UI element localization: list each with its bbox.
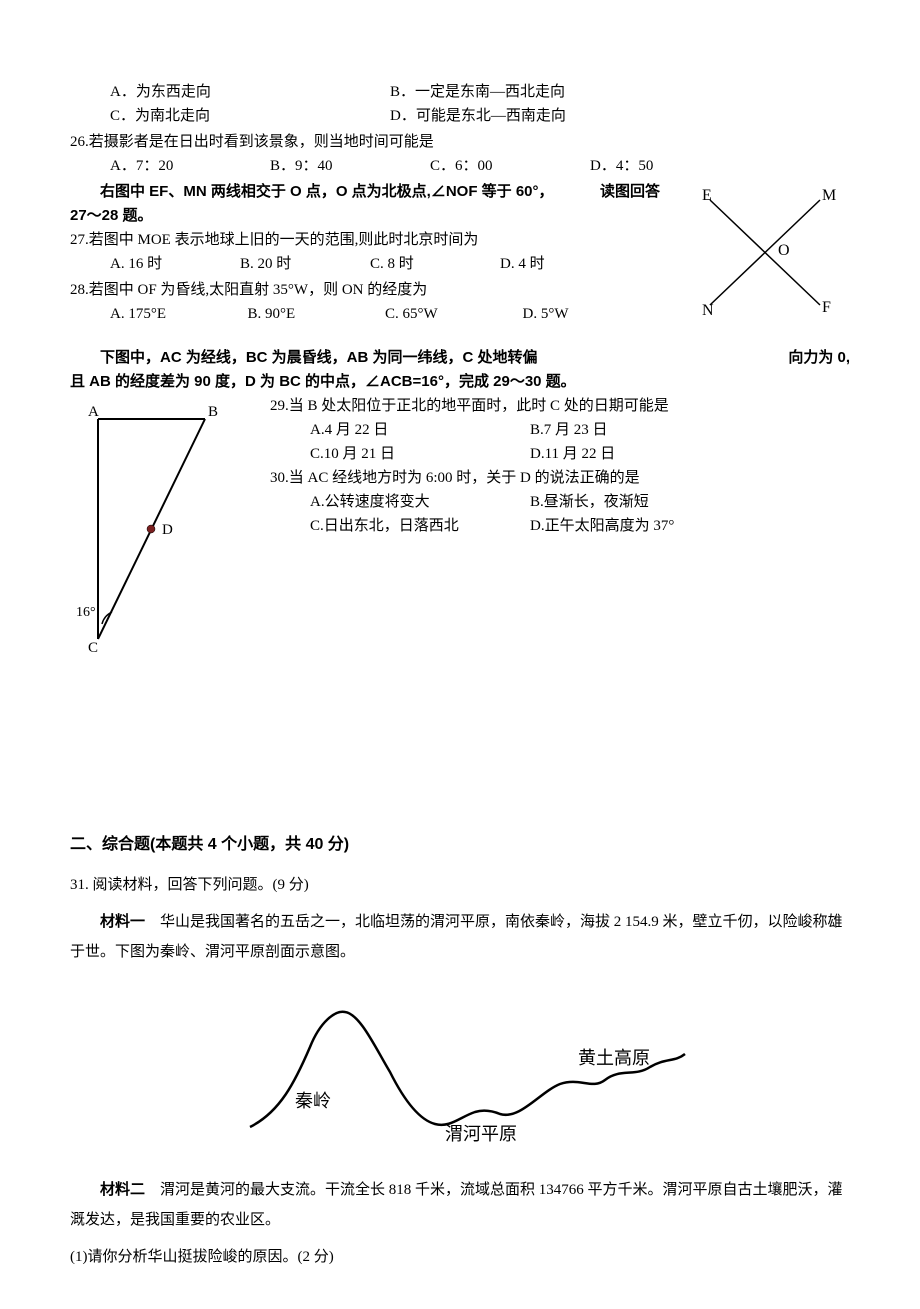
label-a: A [88, 404, 99, 420]
option-row: C．为南北走向 D．可能是东北—西南走向 [70, 104, 850, 128]
diagram-profile: 秦岭 渭河平原 黄土高原 [70, 992, 850, 1150]
option-d: D．4：50 [590, 154, 750, 178]
intro-29-30: 下图中，AC 为经线，BC 为晨昏线，AB 为同一纬线，C 处地转偏 向力为 0… [70, 346, 850, 370]
material-1-text: 华山是我国著名的五岳之一，北临坦荡的渭河平原，南依秦岭，海拔 2 154.9 米… [70, 914, 843, 960]
label-b: B [208, 404, 218, 420]
option-c: C. 8 时 [370, 252, 500, 276]
option-row: A. 16 时 B. 20 时 C. 8 时 D. 4 时 [70, 252, 660, 276]
option-d: D. 4 时 [500, 252, 630, 276]
question-29-stem: 29.当 B 处太阳位于正北的地平面时，此时 C 处的日期可能是 [270, 394, 850, 418]
question-31-sub1: (1)请你分析华山挺拔险峻的原因。(2 分) [70, 1245, 850, 1269]
label-c: C [88, 640, 98, 656]
option-c: C.10 月 21 日 [310, 442, 530, 466]
question-26: 26.若摄影者是在日出时看到该景象，则当地时间可能是 A．7：20 B．9：40… [70, 130, 850, 178]
option-a: A. 16 时 [110, 252, 240, 276]
option-a: A.公转速度将变大 [310, 490, 530, 514]
label-f: F [822, 299, 831, 316]
label-d: D [162, 522, 173, 538]
material-2-label: 材料二 [100, 1181, 145, 1198]
option-d: D．可能是东北—西南走向 [390, 104, 670, 128]
question-29-30-block: 29.当 B 处太阳位于正北的地平面时，此时 C 处的日期可能是 A.4 月 2… [270, 394, 850, 538]
option-c: C．为南北走向 [110, 104, 390, 128]
option-a: A.4 月 22 日 [310, 418, 530, 442]
option-b: B. 20 时 [240, 252, 370, 276]
question-31-stem: 31. 阅读材料，回答下列问题。(9 分) [70, 873, 850, 897]
option-b: B. 90°E [248, 302, 386, 326]
option-row: A.公转速度将变大 B.昼渐长，夜渐短 [270, 490, 850, 514]
option-row: A．7：20 B．9：40 C．6：00 D．4：50 [70, 154, 850, 178]
label-e: E [702, 187, 712, 204]
option-row: A．为东西走向 B．一定是东南—西北走向 [70, 80, 850, 104]
question-stem: 26.若摄影者是在日出时看到该景象，则当地时间可能是 [70, 130, 850, 154]
material-2-text: 渭河是黄河的最大支流。干流全长 818 千米，流域总面积 134766 平方千米… [70, 1182, 843, 1228]
label-m: M [822, 187, 836, 204]
option-b: B.昼渐长，夜渐短 [530, 490, 750, 514]
material-1-label: 材料一 [100, 913, 145, 930]
option-d: D.正午太阳高度为 37° [530, 514, 750, 538]
label-huangtu: 黄土高原 [578, 1048, 650, 1068]
label-weihe: 渭河平原 [445, 1124, 517, 1142]
option-c: C.日出东北，日落西北 [310, 514, 530, 538]
option-b: B．9：40 [270, 154, 430, 178]
option-b: B.7 月 23 日 [530, 418, 750, 442]
intro-pre: 右图中 EF、MN 两线相交于 O 点，O 点为北极点,∠NOF 等于 60°， [100, 183, 554, 200]
intro-line1-pre: 下图中，AC 为经线，BC 为晨昏线，AB 为同一纬线，C 处地转偏 [100, 349, 538, 366]
diagram-triangle: A B C D 16° [70, 394, 240, 672]
option-d: D. 5°W [523, 302, 661, 326]
label-o: O [778, 242, 790, 259]
question-25-options: A．为东西走向 B．一定是东南—西北走向 C．为南北走向 D．可能是东北—西南走… [70, 80, 850, 128]
label-n: N [702, 302, 714, 319]
option-a: A．7：20 [110, 154, 270, 178]
option-row: C.10 月 21 日 D.11 月 22 日 [270, 442, 850, 466]
intro-post: 读图回答 [570, 180, 660, 204]
option-row: A.4 月 22 日 B.7 月 23 日 [270, 418, 850, 442]
option-c: C. 65°W [385, 302, 523, 326]
intro-line1-post: 向力为 0, [758, 346, 850, 370]
option-row: C.日出东北，日落西北 D.正午太阳高度为 37° [270, 514, 850, 538]
option-d: D.11 月 22 日 [530, 442, 750, 466]
option-a: A. 175°E [110, 302, 248, 326]
diagram-x: E M N F O [690, 180, 840, 328]
label-qinling: 秦岭 [295, 1091, 331, 1111]
label-angle: 16° [76, 605, 96, 620]
option-a: A．为东西走向 [110, 80, 390, 104]
option-c: C．6：00 [430, 154, 590, 178]
question-30-stem: 30.当 AC 经线地方时为 6:00 时，关于 D 的说法正确的是 [270, 466, 850, 490]
intro-29-30-line2: 且 AB 的经度差为 90 度，D 为 BC 的中点，∠ACB=16°，完成 2… [70, 370, 850, 394]
option-b: B．一定是东南—西北走向 [390, 80, 670, 104]
option-row: A. 175°E B. 90°E C. 65°W D. 5°W [70, 302, 660, 326]
material-2: 材料二 渭河是黄河的最大支流。干流全长 818 千米，流域总面积 134766 … [70, 1175, 850, 1235]
material-1: 材料一 华山是我国著名的五岳之一，北临坦荡的渭河平原，南依秦岭，海拔 2 154… [70, 907, 850, 967]
section-2-title: 二、综合题(本题共 4 个小题，共 40 分) [70, 832, 850, 858]
